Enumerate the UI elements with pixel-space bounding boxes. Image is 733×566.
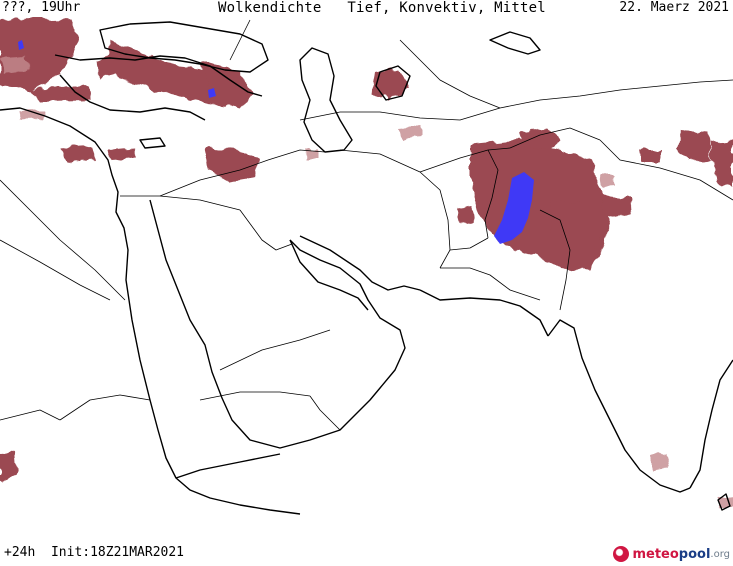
cloud-light-layer (0, 56, 733, 506)
logo-text-org: .org (710, 548, 730, 560)
map-title: Wolkendichte Tief, Konvektiv, Mittel (218, 0, 546, 16)
logo-icon (613, 546, 630, 562)
coastlines (0, 21, 733, 515)
forecast-date-label: 22. Maerz 2021 (619, 0, 729, 15)
forecast-time-label: ???, 19Uhr (2, 0, 81, 15)
country-borders (0, 19, 733, 431)
weather-map (0, 17, 733, 525)
meteopool-logo[interactable]: meteo pool .org (613, 546, 730, 562)
cloud-layer (0, 18, 733, 480)
forecast-run-info: +24h Init:18Z21MAR2021 (4, 545, 185, 560)
convective-layer (18, 40, 534, 244)
logo-text-pool: pool (678, 546, 711, 562)
logo-text-meteo: meteo (632, 546, 679, 562)
